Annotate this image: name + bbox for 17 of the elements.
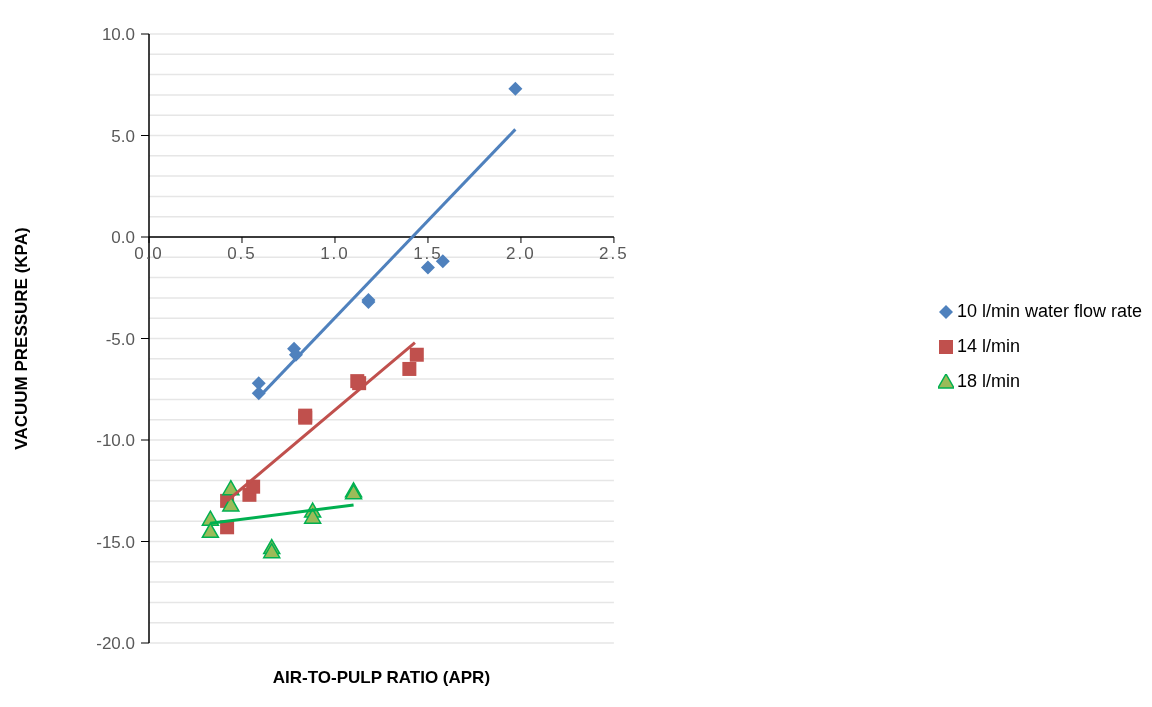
x-tick-label: 1.5 — [413, 244, 443, 263]
y-tick-label: 10.0 — [101, 25, 135, 44]
y-tick-label: 5.0 — [111, 126, 135, 146]
legend-label: 10 l/min water flow rate — [955, 300, 1142, 322]
x-tick-label: 2.5 — [599, 244, 629, 263]
legend-label: 14 l/min — [955, 335, 1021, 357]
y-tick-label: -20.0 — [96, 634, 135, 653]
x-axis-title: AIR-TO-PULP RATIO (APR) — [272, 668, 491, 687]
y-tick-label: -5.0 — [105, 329, 135, 349]
y-tick-label: 0.0 — [111, 228, 135, 247]
y-tick-label: -15.0 — [96, 532, 135, 552]
y-axis-title: VACUUM PRESSURE (KPA) — [12, 227, 32, 450]
x-tick-label: 0.5 — [227, 244, 257, 263]
x-tick-label: 1.0 — [320, 244, 350, 263]
legend-label: 18 l/min — [955, 370, 1021, 392]
x-tick-label: 2.0 — [506, 244, 536, 263]
y-tick-label: -10.0 — [96, 431, 135, 450]
